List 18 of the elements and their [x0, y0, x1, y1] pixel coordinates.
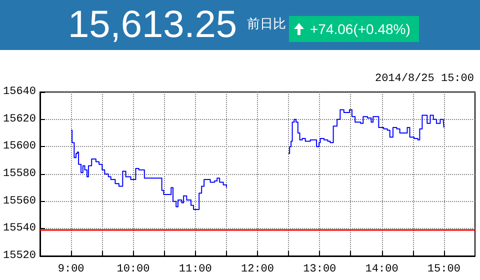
y-tick-label: 15640 [2, 86, 36, 98]
x-tick-label: 15:00 [427, 264, 460, 276]
text: 15,613.25 [68, 3, 238, 47]
x-tick-label: 11:00 [178, 264, 212, 276]
x-tick-label: 13:00 [303, 264, 336, 276]
text: 2014/8/25 15:00 [374, 73, 474, 85]
y-tick-label: 15600 [2, 140, 36, 153]
y-tick-label: 15620 [2, 113, 36, 126]
x-tick-label: 12:00 [240, 264, 274, 276]
x-tick-label: 10:00 [116, 264, 150, 276]
text: +74.06(+0.48%) [310, 21, 410, 37]
x-tick-label: 9:00 [58, 264, 84, 276]
text: 前日比 [247, 16, 286, 33]
y-tick-label: 15580 [2, 168, 36, 180]
y-tick-label: 15540 [2, 222, 36, 235]
y-tick-label: 15560 [2, 195, 36, 208]
y-tick-label: 15520 [2, 250, 36, 262]
x-tick-label: 14:00 [365, 264, 398, 276]
